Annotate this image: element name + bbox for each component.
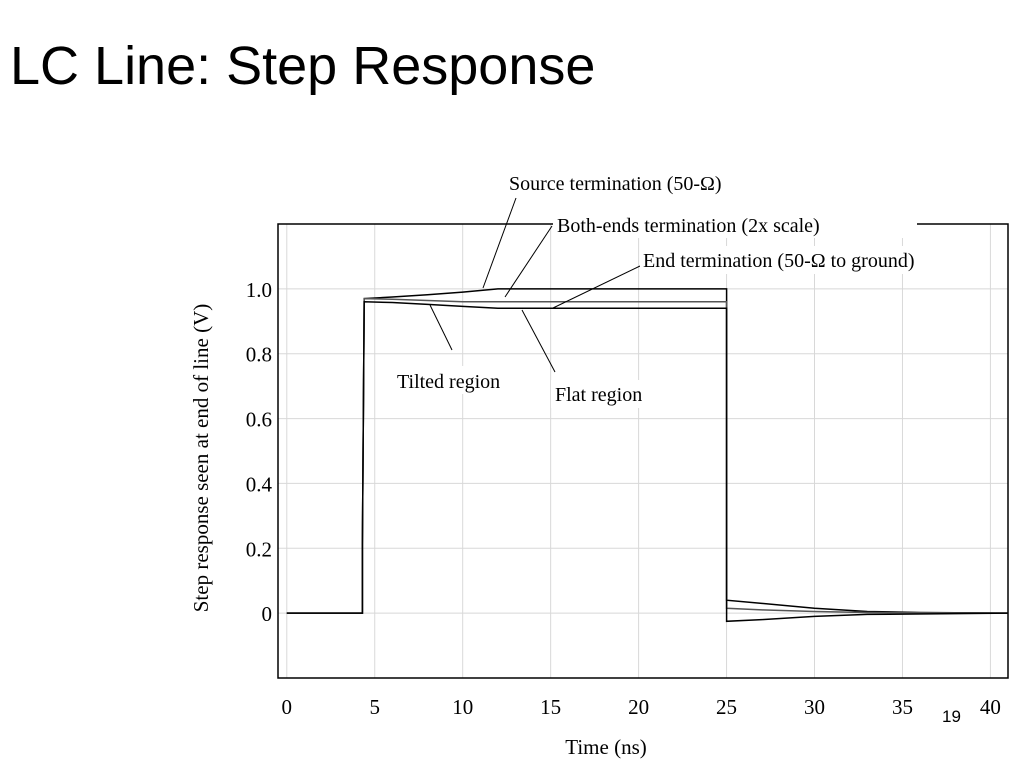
- x-tick-label: 30: [804, 695, 825, 719]
- x-tick-label: 20: [628, 695, 649, 719]
- y-tick-label: 0.8: [246, 343, 272, 367]
- y-tick-label: 0.4: [246, 472, 273, 496]
- series-layer: [286, 288, 1009, 623]
- grid-layer: [278, 224, 1008, 678]
- tick-layer: 0 5 10 15 20 25 30 35 40 0 0.2 0.4 0.6 0.8 1.0: [246, 278, 1001, 719]
- slide-title: LC Line: Step Response: [10, 36, 596, 96]
- annotation-both-ends-termination: Both-ends termination (2x scale): [557, 215, 820, 237]
- leader-tilted-region: [429, 304, 453, 351]
- x-tick-label: 0: [282, 695, 293, 719]
- annotation-flat-region: Flat region: [555, 384, 642, 406]
- y-tick-label: 1.0: [246, 278, 272, 302]
- annotation-leaders: [429, 197, 641, 373]
- x-tick-label: 35: [892, 695, 913, 719]
- y-tick-label: 0.2: [246, 537, 272, 561]
- y-tick-label: 0: [262, 602, 273, 626]
- y-tick-label: 0.6: [246, 408, 272, 432]
- x-tick-label: 5: [369, 695, 380, 719]
- leader-both-ends-termination: [504, 225, 553, 298]
- page-number: 19: [940, 707, 963, 727]
- x-axis-label: Time (ns): [565, 735, 647, 759]
- series-line-0: [286, 288, 1009, 614]
- leader-flat-region: [521, 309, 556, 373]
- annotation-source-termination: Source termination (50-Ω): [509, 173, 722, 195]
- x-tick-label: 15: [540, 695, 561, 719]
- x-tick-label: 10: [452, 695, 473, 719]
- x-tick-label: 25: [716, 695, 737, 719]
- leader-end-termination: [552, 265, 641, 309]
- leader-source-termination: [482, 197, 517, 289]
- series-line-2: [286, 301, 1009, 623]
- series-line-1: [286, 297, 1009, 614]
- x-tick-label: 40: [980, 695, 1001, 719]
- y-axis-label: Step response seen at end of line (V): [189, 304, 213, 613]
- plot-frame: [277, 223, 1009, 679]
- annotation-end-termination: End termination (50-Ω to ground): [643, 250, 914, 272]
- annotation-tilted-region: Tilted region: [397, 371, 500, 393]
